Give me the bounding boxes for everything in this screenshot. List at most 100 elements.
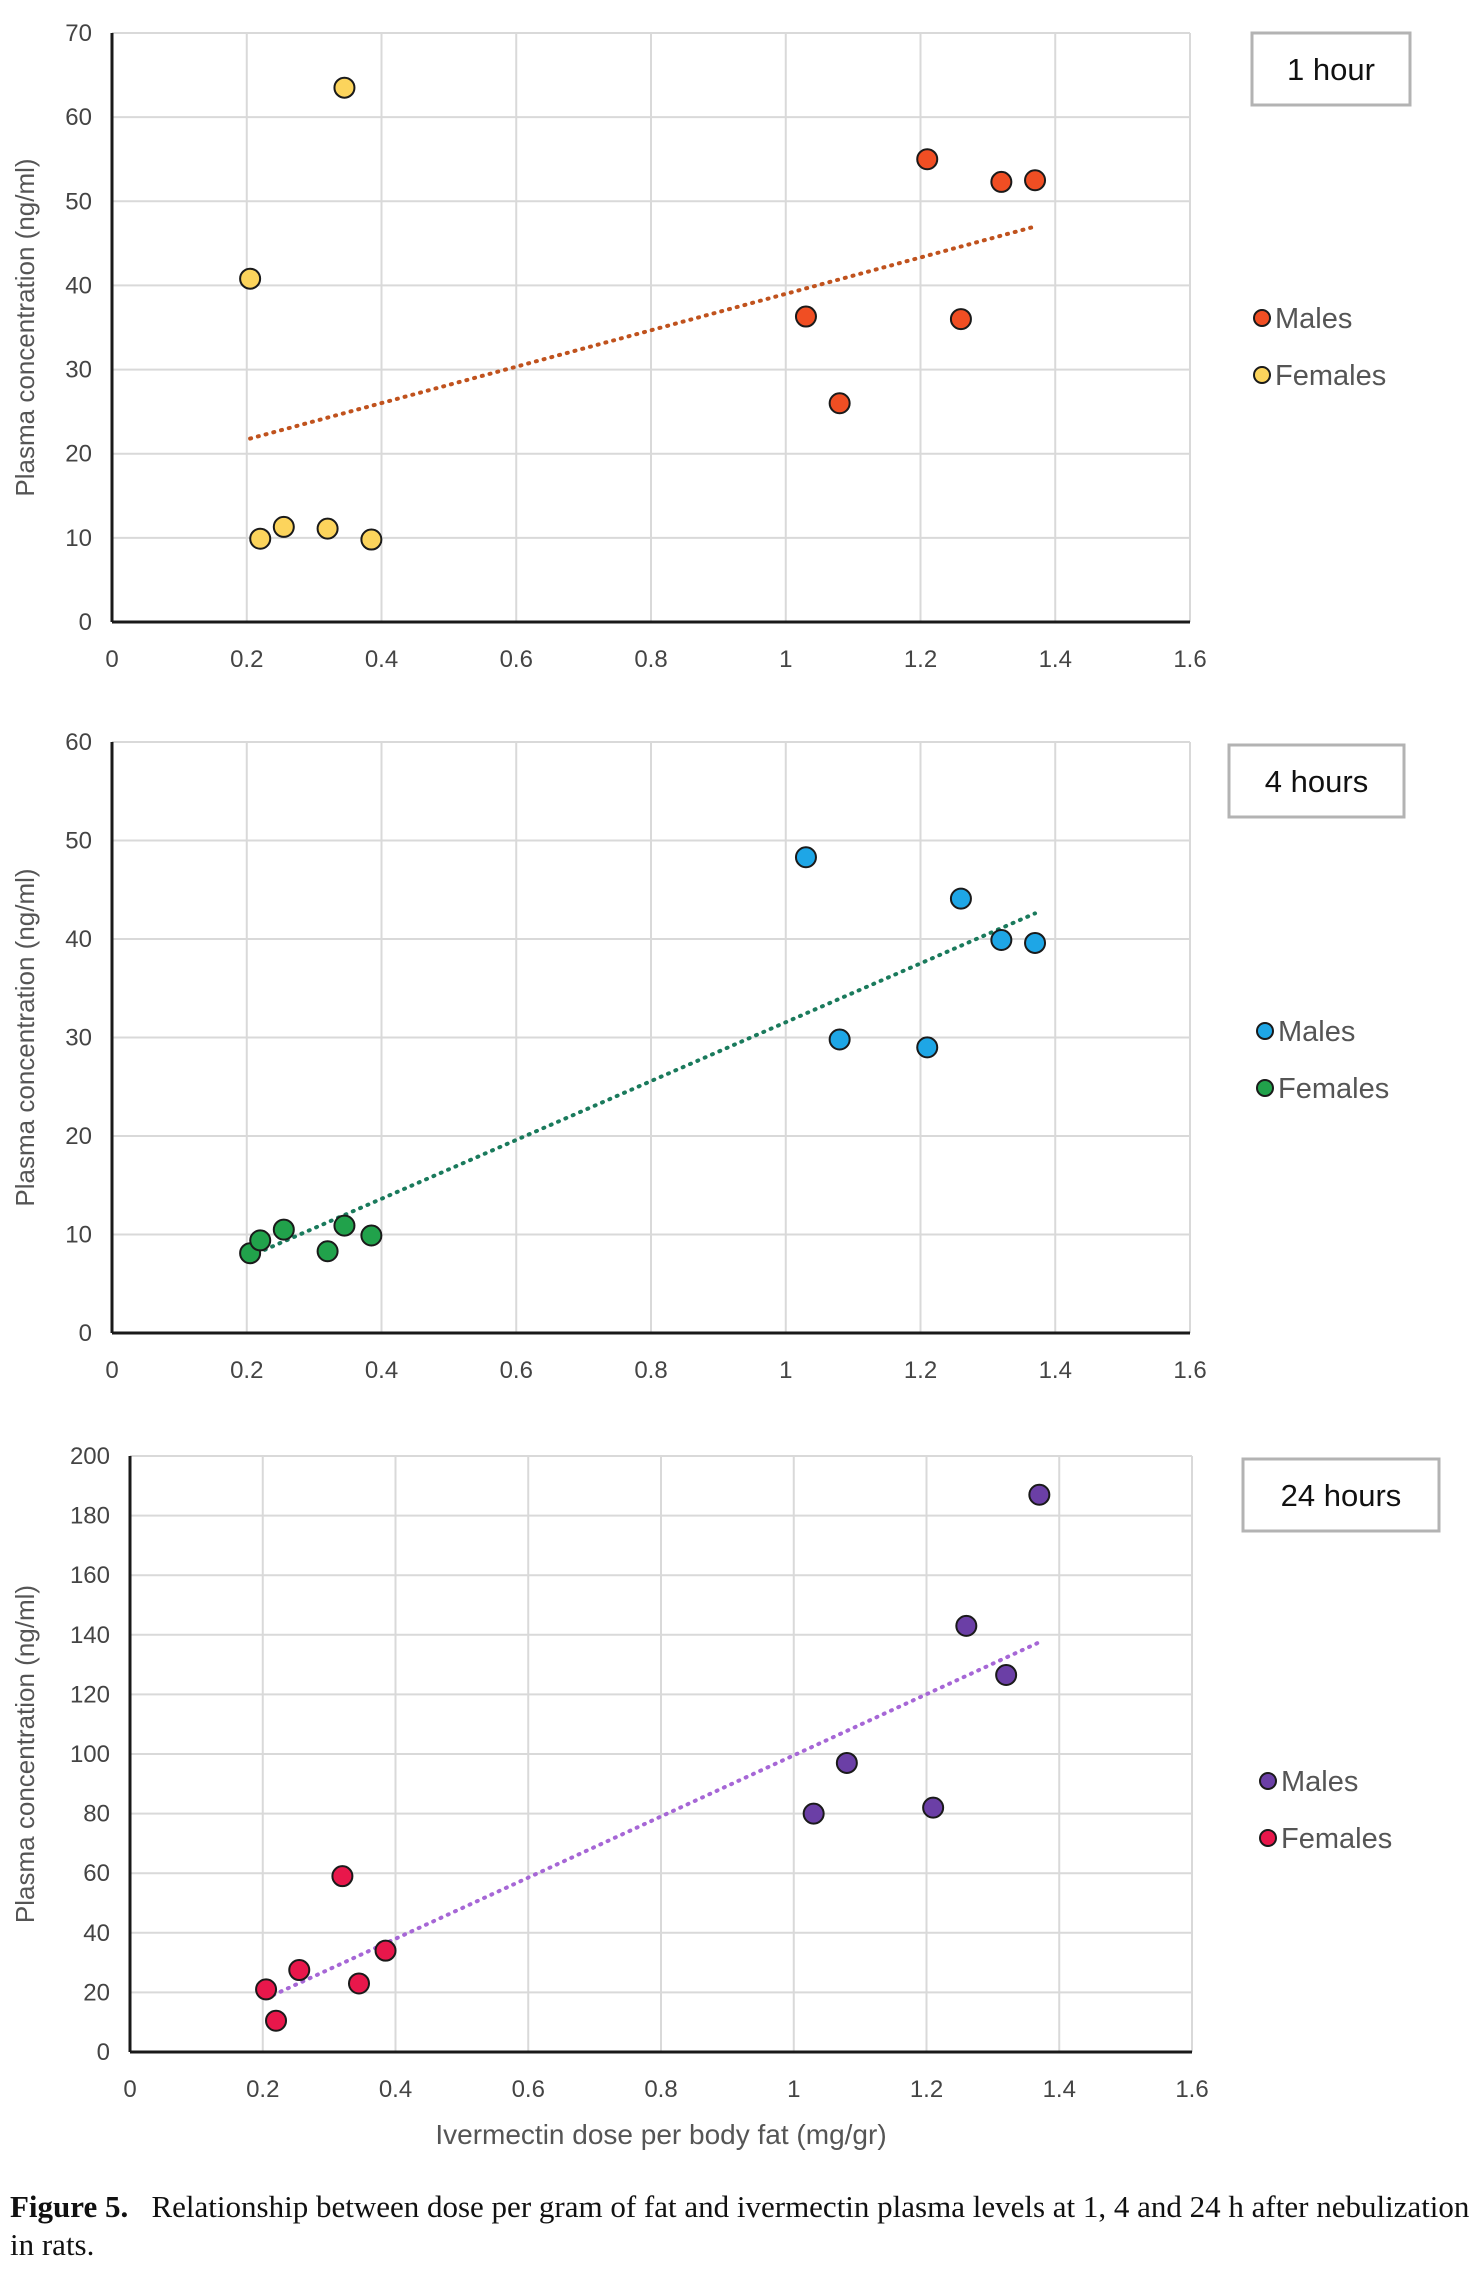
y-tick-label: 40 [83,1920,110,1947]
data-point-males [995,1664,1018,1687]
data-point-females [374,1939,397,1962]
x-tick-label: 1.4 [1039,646,1072,673]
legend-marker-females [1253,366,1271,384]
panel-label-box [1227,743,1406,819]
x-tick-label: 1.2 [904,646,937,673]
x-tick-label: 0.6 [500,1357,533,1384]
data-point-males [1024,931,1047,954]
y-tick-label: 30 [65,357,92,384]
x-tick-label: 1.6 [1173,1357,1206,1384]
x-tick-label: 0 [123,2076,136,2103]
trendline [248,224,1038,441]
panel-label-box [1241,1457,1441,1533]
data-point-females [288,1959,311,1982]
trendline [264,1640,1042,2001]
data-point-males [828,1028,851,1051]
y-tick-label: 10 [65,1222,92,1249]
y-axis-label: Plasma concentration (ng/ml) [10,1585,40,1923]
y-tick-label: 0 [79,609,92,636]
y-tick-label: 160 [70,1562,110,1589]
legend-marker-females [1259,1829,1277,1847]
y-tick-label: 140 [70,1622,110,1649]
data-point-males [802,1802,825,1825]
data-point-males [794,305,817,328]
x-tick-label: 1 [787,2076,800,2103]
y-tick-label: 20 [65,1123,92,1150]
data-point-females [265,2009,288,2032]
x-tick-label: 1.6 [1175,2076,1208,2103]
panel-label-box [1250,31,1412,107]
y-tick-label: 20 [83,1979,110,2006]
y-tick-label: 0 [97,2039,110,2066]
data-point-males [794,846,817,869]
data-point-males [835,1751,858,1774]
chart-panel-3: 0 0.2 0.4 0.6 0.8 1 1.2 1.4 1.6 0 20 40 60 80 100 120 14… [10,1443,1441,2150]
panel-label: 24 hours [1281,1478,1402,1513]
legend-label-females: Females [1278,1073,1389,1105]
y-tick-label: 0 [79,1320,92,1347]
x-tick-label: 1 [779,646,792,673]
y-tick-label: 50 [65,828,92,855]
x-tick-label: 0.2 [230,646,263,673]
y-tick-label: 60 [65,104,92,131]
y-tick-label: 40 [65,926,92,953]
y-tick-label: 10 [65,525,92,552]
legend-marker-females [1256,1079,1274,1097]
legend-label-males: Males [1275,303,1352,335]
data-point-females [255,1978,278,2001]
x-tick-label: 0.6 [512,2076,545,2103]
data-point-females [249,527,272,550]
x-tick-label: 0.6 [500,646,533,673]
x-tick-label: 1 [779,1357,792,1384]
data-point-females [333,76,356,99]
y-tick-label: 20 [65,441,92,468]
y-tick-label: 200 [70,1443,110,1470]
y-axis-label: Plasma concentration (ng/ml) [10,868,40,1206]
legend-marker-males [1253,309,1271,327]
y-tick-label: 30 [65,1025,92,1052]
data-point-females [331,1865,354,1888]
data-point-females [360,528,383,551]
legend-label-males: Males [1281,1766,1358,1798]
figure-caption: Figure 5. Relationship between dose per … [10,2188,1480,2264]
x-tick-label: 0.8 [644,2076,677,2103]
y-tick-label: 180 [70,1503,110,1530]
x-tick-label: 0.8 [634,1357,667,1384]
data-point-males [922,1796,945,1819]
x-tick-label: 0.4 [365,1357,398,1384]
x-tick-label: 1.4 [1039,1357,1072,1384]
legend-marker-males [1256,1022,1274,1040]
data-point-females [333,1214,356,1237]
data-point-females [316,517,339,540]
data-point-males [949,887,972,910]
y-tick-label: 50 [65,188,92,215]
y-axis-label: Plasma concentration (ng/ml) [10,158,40,496]
panel-label: 1 hour [1287,52,1375,87]
x-tick-label: 0.2 [230,1357,263,1384]
trendline [248,911,1038,1259]
legend-label-females: Females [1275,360,1386,392]
x-tick-label: 0.4 [365,646,398,673]
x-tick-label: 1.2 [910,2076,943,2103]
data-point-males [1024,169,1047,192]
x-tick-label: 1.4 [1043,2076,1076,2103]
y-tick-label: 70 [65,20,92,47]
x-axis-label: Ivermectin dose per body fat (mg/gr) [435,2119,886,2150]
data-point-females [239,267,262,290]
figure-caption-text: Relationship between dose per gram of fa… [10,2189,1470,2262]
legend-label-males: Males [1278,1016,1355,1048]
x-tick-label: 0.8 [634,646,667,673]
data-point-females [249,1229,272,1252]
panel-label: 4 hours [1265,764,1368,799]
y-tick-label: 40 [65,272,92,299]
data-point-males [1028,1483,1051,1506]
y-tick-label: 80 [83,1801,110,1828]
data-point-females [272,1218,295,1241]
data-point-females [316,1240,339,1263]
data-point-males [990,170,1013,193]
x-tick-label: 1.2 [904,1357,937,1384]
chart-panel-2: 0 0.2 0.4 0.6 0.8 1 1.2 1.4 1.6 0 10 20 30 40 50 60 Plas… [10,729,1406,1384]
x-tick-label: 0 [105,646,118,673]
data-point-males [949,308,972,331]
data-point-females [347,1972,370,1995]
